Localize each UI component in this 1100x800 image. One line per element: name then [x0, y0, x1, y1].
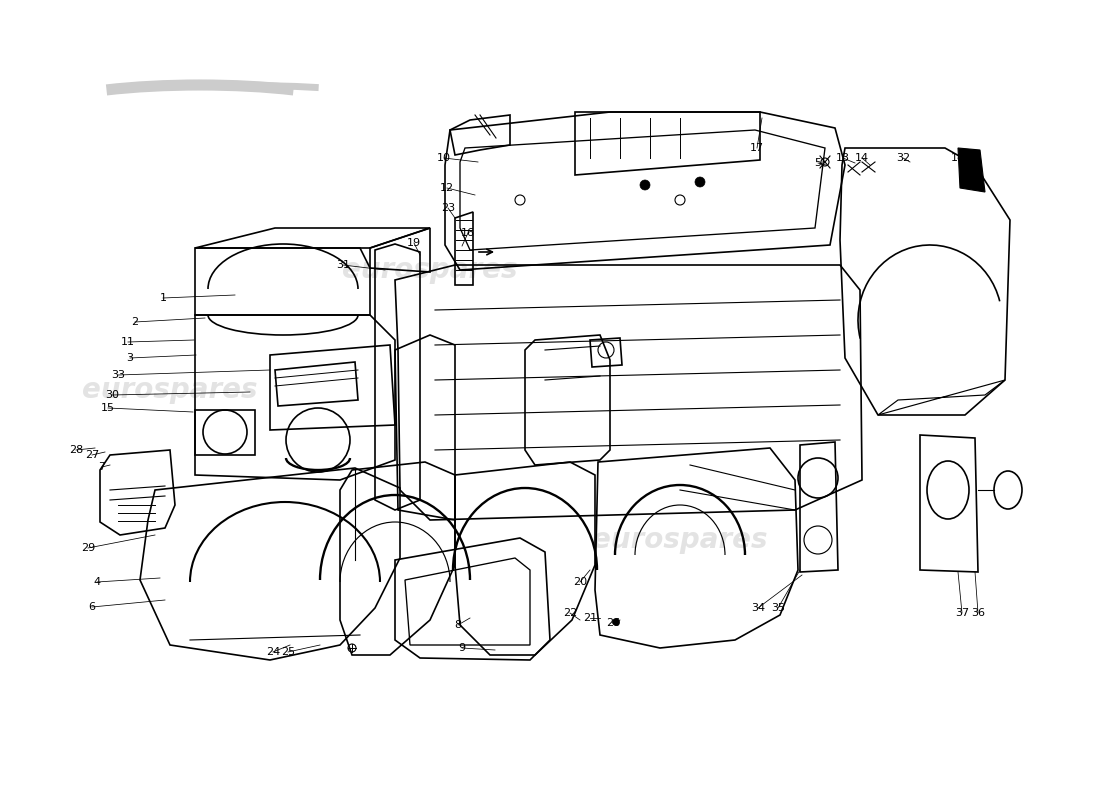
Text: 20: 20: [573, 577, 587, 587]
Text: eurospares: eurospares: [82, 376, 257, 404]
Text: 15: 15: [101, 403, 116, 413]
Text: 3: 3: [126, 353, 133, 363]
Text: eurospares: eurospares: [592, 526, 768, 554]
Text: 31: 31: [336, 260, 350, 270]
Text: eurospares: eurospares: [342, 256, 518, 284]
Text: 30: 30: [104, 390, 119, 400]
Text: 35: 35: [771, 603, 785, 613]
Text: 22: 22: [563, 608, 578, 618]
Polygon shape: [958, 148, 984, 192]
Text: 25: 25: [280, 647, 295, 657]
Text: 34: 34: [751, 603, 766, 613]
Text: 36: 36: [971, 608, 984, 618]
Text: 13: 13: [836, 153, 850, 163]
Text: 14: 14: [855, 153, 869, 163]
Text: 27: 27: [85, 450, 99, 460]
Circle shape: [695, 177, 705, 187]
Text: 11: 11: [121, 337, 135, 347]
Text: 7: 7: [98, 462, 106, 472]
Text: 4: 4: [94, 577, 100, 587]
Text: 32: 32: [895, 153, 910, 163]
Text: 17: 17: [750, 143, 764, 153]
Text: 12: 12: [440, 183, 454, 193]
Text: 23: 23: [441, 203, 455, 213]
Text: 10: 10: [437, 153, 451, 163]
Text: 16: 16: [461, 228, 475, 238]
Text: 21: 21: [583, 613, 597, 623]
Text: 9: 9: [459, 643, 465, 653]
Text: 29: 29: [81, 543, 95, 553]
Text: 6: 6: [88, 602, 96, 612]
Text: 37: 37: [955, 608, 969, 618]
Text: 8: 8: [454, 620, 462, 630]
Text: 33: 33: [111, 370, 125, 380]
Text: 5: 5: [814, 158, 822, 168]
Text: 1: 1: [160, 293, 166, 303]
Text: 2: 2: [131, 317, 139, 327]
Circle shape: [640, 180, 650, 190]
Text: 26: 26: [606, 618, 620, 628]
Text: 28: 28: [69, 445, 84, 455]
Text: 24: 24: [266, 647, 280, 657]
Text: 18: 18: [950, 153, 965, 163]
Circle shape: [613, 618, 619, 626]
Text: 19: 19: [407, 238, 421, 248]
